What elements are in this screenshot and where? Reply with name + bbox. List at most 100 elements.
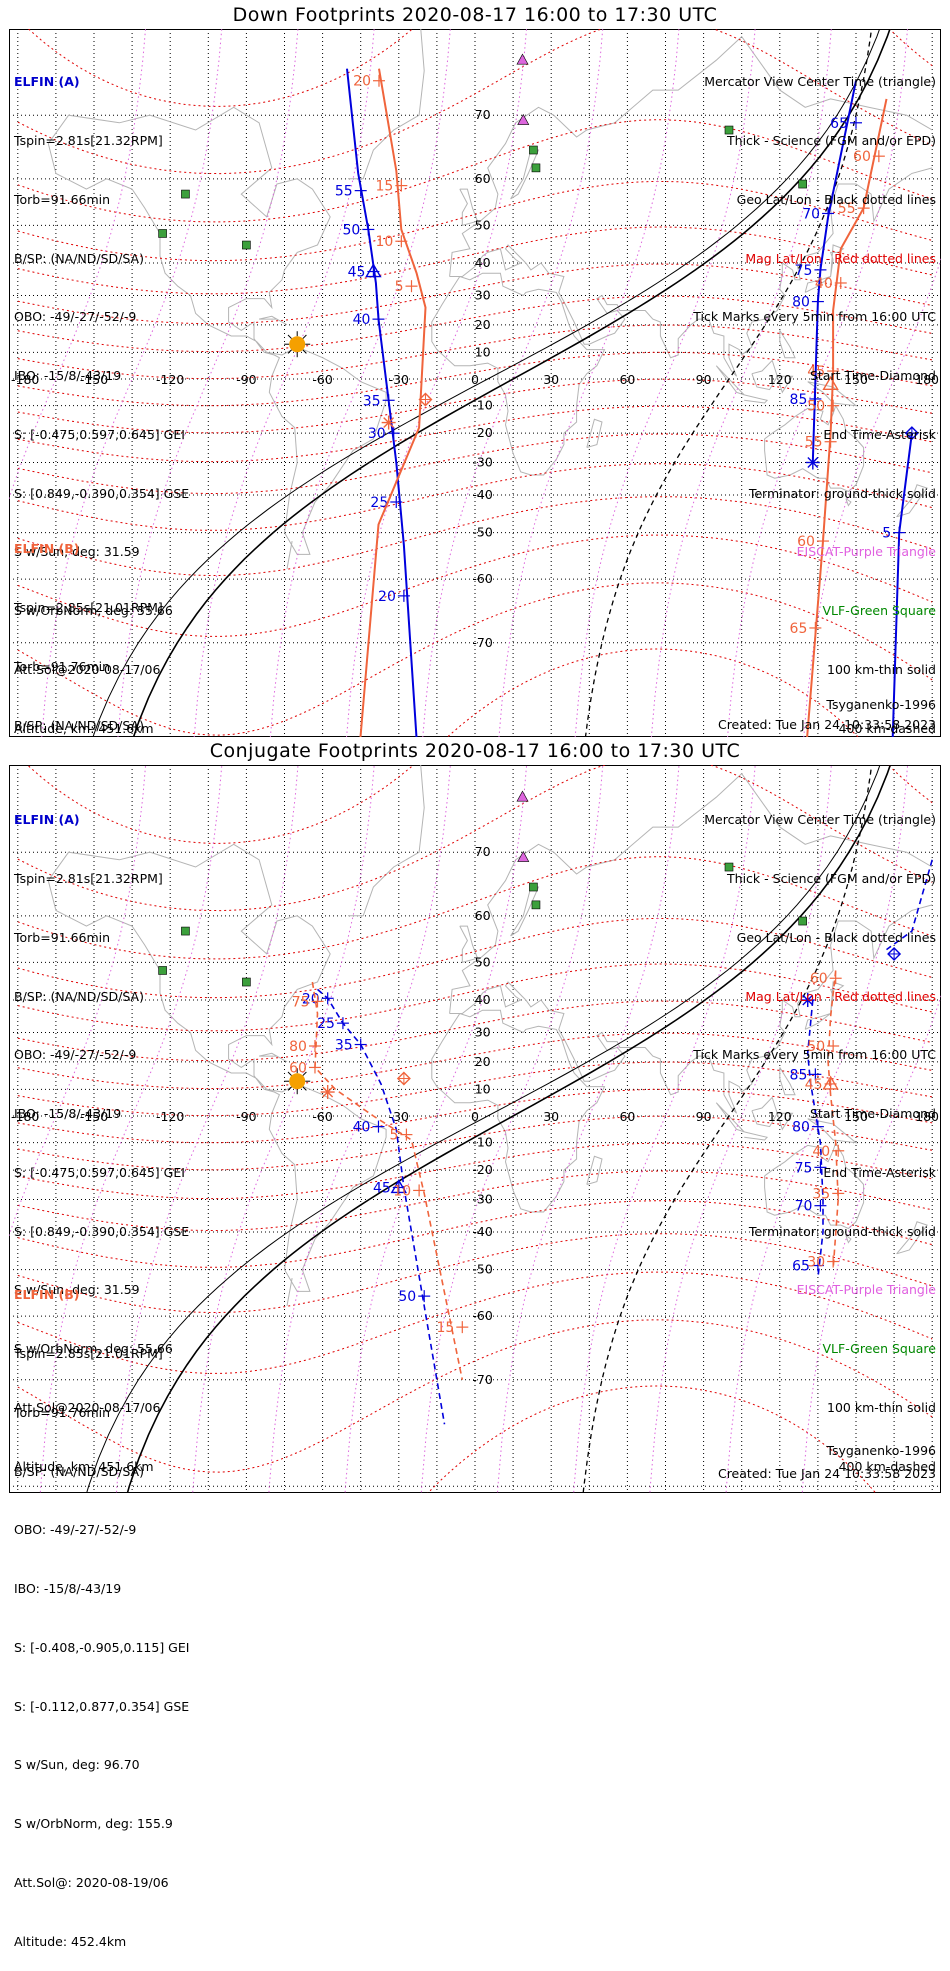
track-tick-label: 75	[795, 263, 813, 279]
coastline	[804, 981, 845, 1030]
track-tick-label: 35	[335, 1038, 353, 1054]
longitude-tick-label: 0	[471, 1109, 479, 1124]
legend-line: Geo Lat/Lon - Black dotted lines	[736, 929, 936, 945]
coastline	[431, 272, 606, 476]
track-tick-label: 70	[802, 206, 820, 222]
track-tick-label: 45	[348, 265, 366, 281]
vlf-site-marker	[181, 189, 190, 199]
mag-latitude	[17, 1271, 933, 1374]
longitude-tick-label: 180	[915, 1109, 939, 1124]
mag-meridian	[801, 994, 941, 1493]
mag-meridian	[803, 257, 941, 737]
latitude-tick-label: -10	[472, 398, 492, 413]
vlf-site-marker	[529, 145, 538, 155]
vlf-site-marker	[181, 926, 190, 936]
eiscat-site-marker	[516, 53, 529, 65]
track-tick-label: 45	[373, 1180, 391, 1196]
latitude-tick-label: -10	[472, 1135, 492, 1150]
mag-latitude	[17, 405, 933, 463]
mag-latitude	[17, 1061, 933, 1117]
end-time-asterisk	[383, 417, 395, 429]
mag-meridian	[498, 29, 680, 737]
elfin-a-line: S: [-0.475,0.597,0.645] GEI	[14, 426, 185, 442]
footprint-track-b: 20 15 10 5	[353, 68, 433, 737]
track-tick-label: 65	[830, 116, 848, 132]
track-tick-label: 35	[363, 393, 381, 409]
mag-latitude	[17, 226, 933, 295]
longitude-tick-label: -60	[312, 372, 332, 387]
elfin-b-line: IBO: -15/8/-43/19	[14, 1581, 122, 1597]
coastline	[776, 1112, 794, 1131]
elfin-a-line: S w/OrbNorm, deg: 55.66	[14, 603, 173, 619]
track-tick-label: 15	[376, 179, 394, 195]
elfin-a-line: S w/OrbNorm, deg: 55.66	[14, 1341, 173, 1357]
created-label: Created: Tue Jan 24 10:33:58 2023	[717, 1466, 936, 1481]
eiscat-site-marker	[517, 113, 530, 125]
longitude-tick-label: 60	[619, 372, 635, 387]
mag-meridian	[725, 765, 909, 1493]
model-label: Tsyganenko-1996	[826, 697, 936, 712]
longitude-tick-label: -180	[11, 1109, 39, 1124]
track-tick-label: 80	[289, 1039, 307, 1055]
coastline	[896, 484, 928, 518]
coastline	[764, 404, 865, 493]
coastline	[845, 1235, 852, 1244]
longitude-tick-label: -30	[389, 1109, 409, 1124]
track-tick-label: 80	[792, 1120, 810, 1136]
sun-disk	[289, 1073, 306, 1090]
elfin-b-info-conj: ELFIN (B) Tspin=2.85s[21.01RPM] Torb=91.…	[14, 1246, 189, 1971]
latitude-tick-label: 10	[475, 1081, 491, 1096]
track-tick-label: 30	[368, 426, 386, 442]
track-tick-label: 60	[853, 149, 871, 165]
track-tick-label: 65	[792, 1259, 810, 1275]
center-time-triangle	[822, 1075, 839, 1090]
coastline	[586, 1155, 603, 1185]
vlf-site-marker	[798, 916, 807, 926]
legend-line: VLF-Green Square	[822, 603, 936, 619]
mag-latitude	[17, 263, 933, 325]
elfin-a-line: B/SP: (NA/ND/SD/SA)	[14, 988, 144, 1004]
legend-line: 100 km-thin solid	[827, 1400, 936, 1415]
track-tick-label: 70	[795, 1199, 813, 1215]
track-tick-label: 45	[807, 364, 825, 380]
footprint-track-a: 55 50 45 40 35 30 25 20	[335, 68, 418, 737]
map-legend-down: Mercator View Center Time (triangle) Thi…	[693, 33, 936, 758]
sun-icon	[284, 1068, 311, 1095]
elfin-a-line: IBO: -15/8/-43/19	[14, 368, 122, 384]
track-tick-label: 55	[335, 184, 353, 200]
coastline	[286, 541, 293, 569]
latitude-tick-label: 50	[475, 954, 491, 969]
elfin-a-line: Att.Sol@2020-08-17/06	[14, 662, 161, 677]
latitude-tick-label: -60	[472, 1308, 492, 1323]
legend-line: Thick - Science (FGM and/or EPD)	[727, 132, 936, 148]
legend-line: End Time-Asterisk	[823, 426, 936, 442]
terminator-ground	[126, 765, 892, 1493]
mag-meridians	[9, 29, 941, 737]
vlf-site-marker	[242, 240, 251, 250]
track-line	[827, 970, 840, 1270]
legend-line: Mercator View Center Time (triangle)	[704, 812, 936, 828]
legend-line: EISCAT-Purple Triangle	[796, 544, 936, 560]
sun-ray	[302, 334, 307, 339]
coastline	[845, 498, 852, 507]
longitude-tick-label: 0	[471, 372, 479, 387]
elfin-a-info-down: ELFIN (A) Tspin=2.81s[21.32RPM] Torb=91.…	[14, 33, 189, 758]
legend-line: Thick - Science (FGM and/or EPD)	[727, 870, 936, 886]
elfin-b-title: ELFIN (B)	[14, 541, 80, 557]
longitude-tick-label: -90	[236, 1109, 256, 1124]
latitude-tick-label: 50	[475, 217, 491, 232]
panel-title-conjugate: Conjugate Footprints 2020-08-17 16:00 to…	[209, 740, 741, 762]
longitude-tick-label: -180	[11, 372, 39, 387]
mag-latitude	[17, 351, 933, 407]
mag-meridian	[193, 29, 375, 737]
track-tick-label: 30	[807, 1255, 825, 1271]
footprint-track-c: 65 70 75 80 85	[790, 80, 862, 470]
mag-latitude	[17, 918, 933, 999]
coastline	[258, 315, 288, 326]
track-tick-label: 65	[790, 621, 808, 637]
elfin-a-line: IBO: -15/8/-43/19	[14, 1106, 122, 1122]
mag-meridian	[727, 29, 909, 737]
sun-ray	[287, 1086, 292, 1091]
vlf-site-marker	[158, 966, 167, 975]
track-tick-label: 5	[882, 526, 891, 542]
